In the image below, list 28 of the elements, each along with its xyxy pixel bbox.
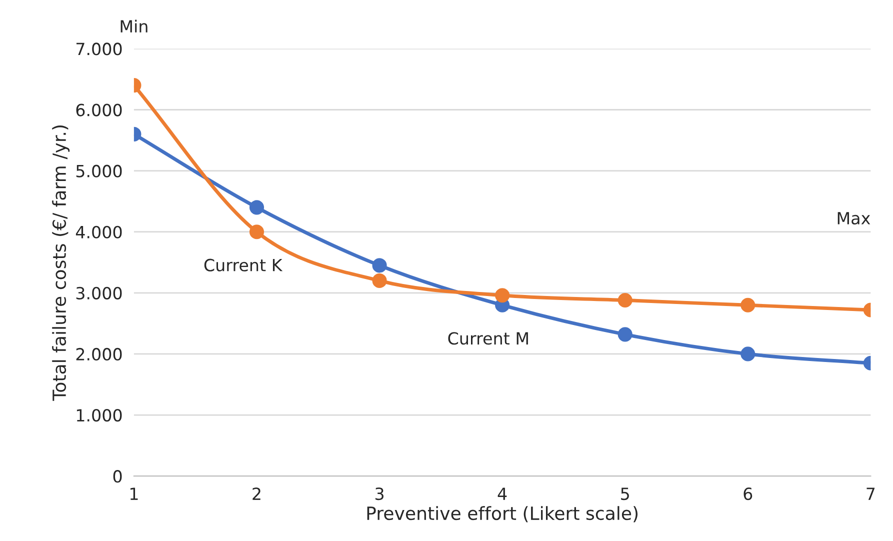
x-tick-label: 7 — [866, 488, 875, 500]
point — [618, 292, 632, 308]
y-tick-label: 7.000 — [76, 42, 122, 56]
y-tick-label: 0 — [113, 470, 122, 483]
y-tick-label: 3.000 — [76, 286, 122, 300]
annotation: Current K — [204, 258, 283, 272]
y-tick-label: 6.000 — [76, 104, 122, 116]
x-tick-label: 4 — [498, 488, 507, 500]
y-tick-label: 2.000 — [76, 348, 122, 361]
point — [495, 288, 510, 303]
point — [740, 298, 756, 312]
x-tick-label: 1 — [130, 488, 138, 500]
x-tick-label: 5 — [621, 488, 629, 500]
point — [740, 346, 756, 362]
x-tick-label: 2 — [252, 487, 260, 500]
text: Min — [120, 20, 148, 32]
point — [618, 327, 632, 342]
annotation: Current M — [448, 332, 528, 345]
x-tick-label: 3 — [375, 487, 384, 500]
y-tick-label: 1.000 — [76, 408, 122, 422]
x-tick-label: 6 — [744, 487, 752, 500]
y-tick-label: 4.000 — [76, 226, 122, 238]
point — [372, 258, 387, 273]
y-axis-title: Total failure costs (€/ farm /yr.) — [52, 126, 70, 401]
point — [372, 273, 387, 288]
x-axis-title: Preventive effort (Likert scale) — [367, 506, 638, 522]
annotation: Max — [838, 212, 870, 224]
y-tick-label: 5.000 — [76, 164, 122, 178]
